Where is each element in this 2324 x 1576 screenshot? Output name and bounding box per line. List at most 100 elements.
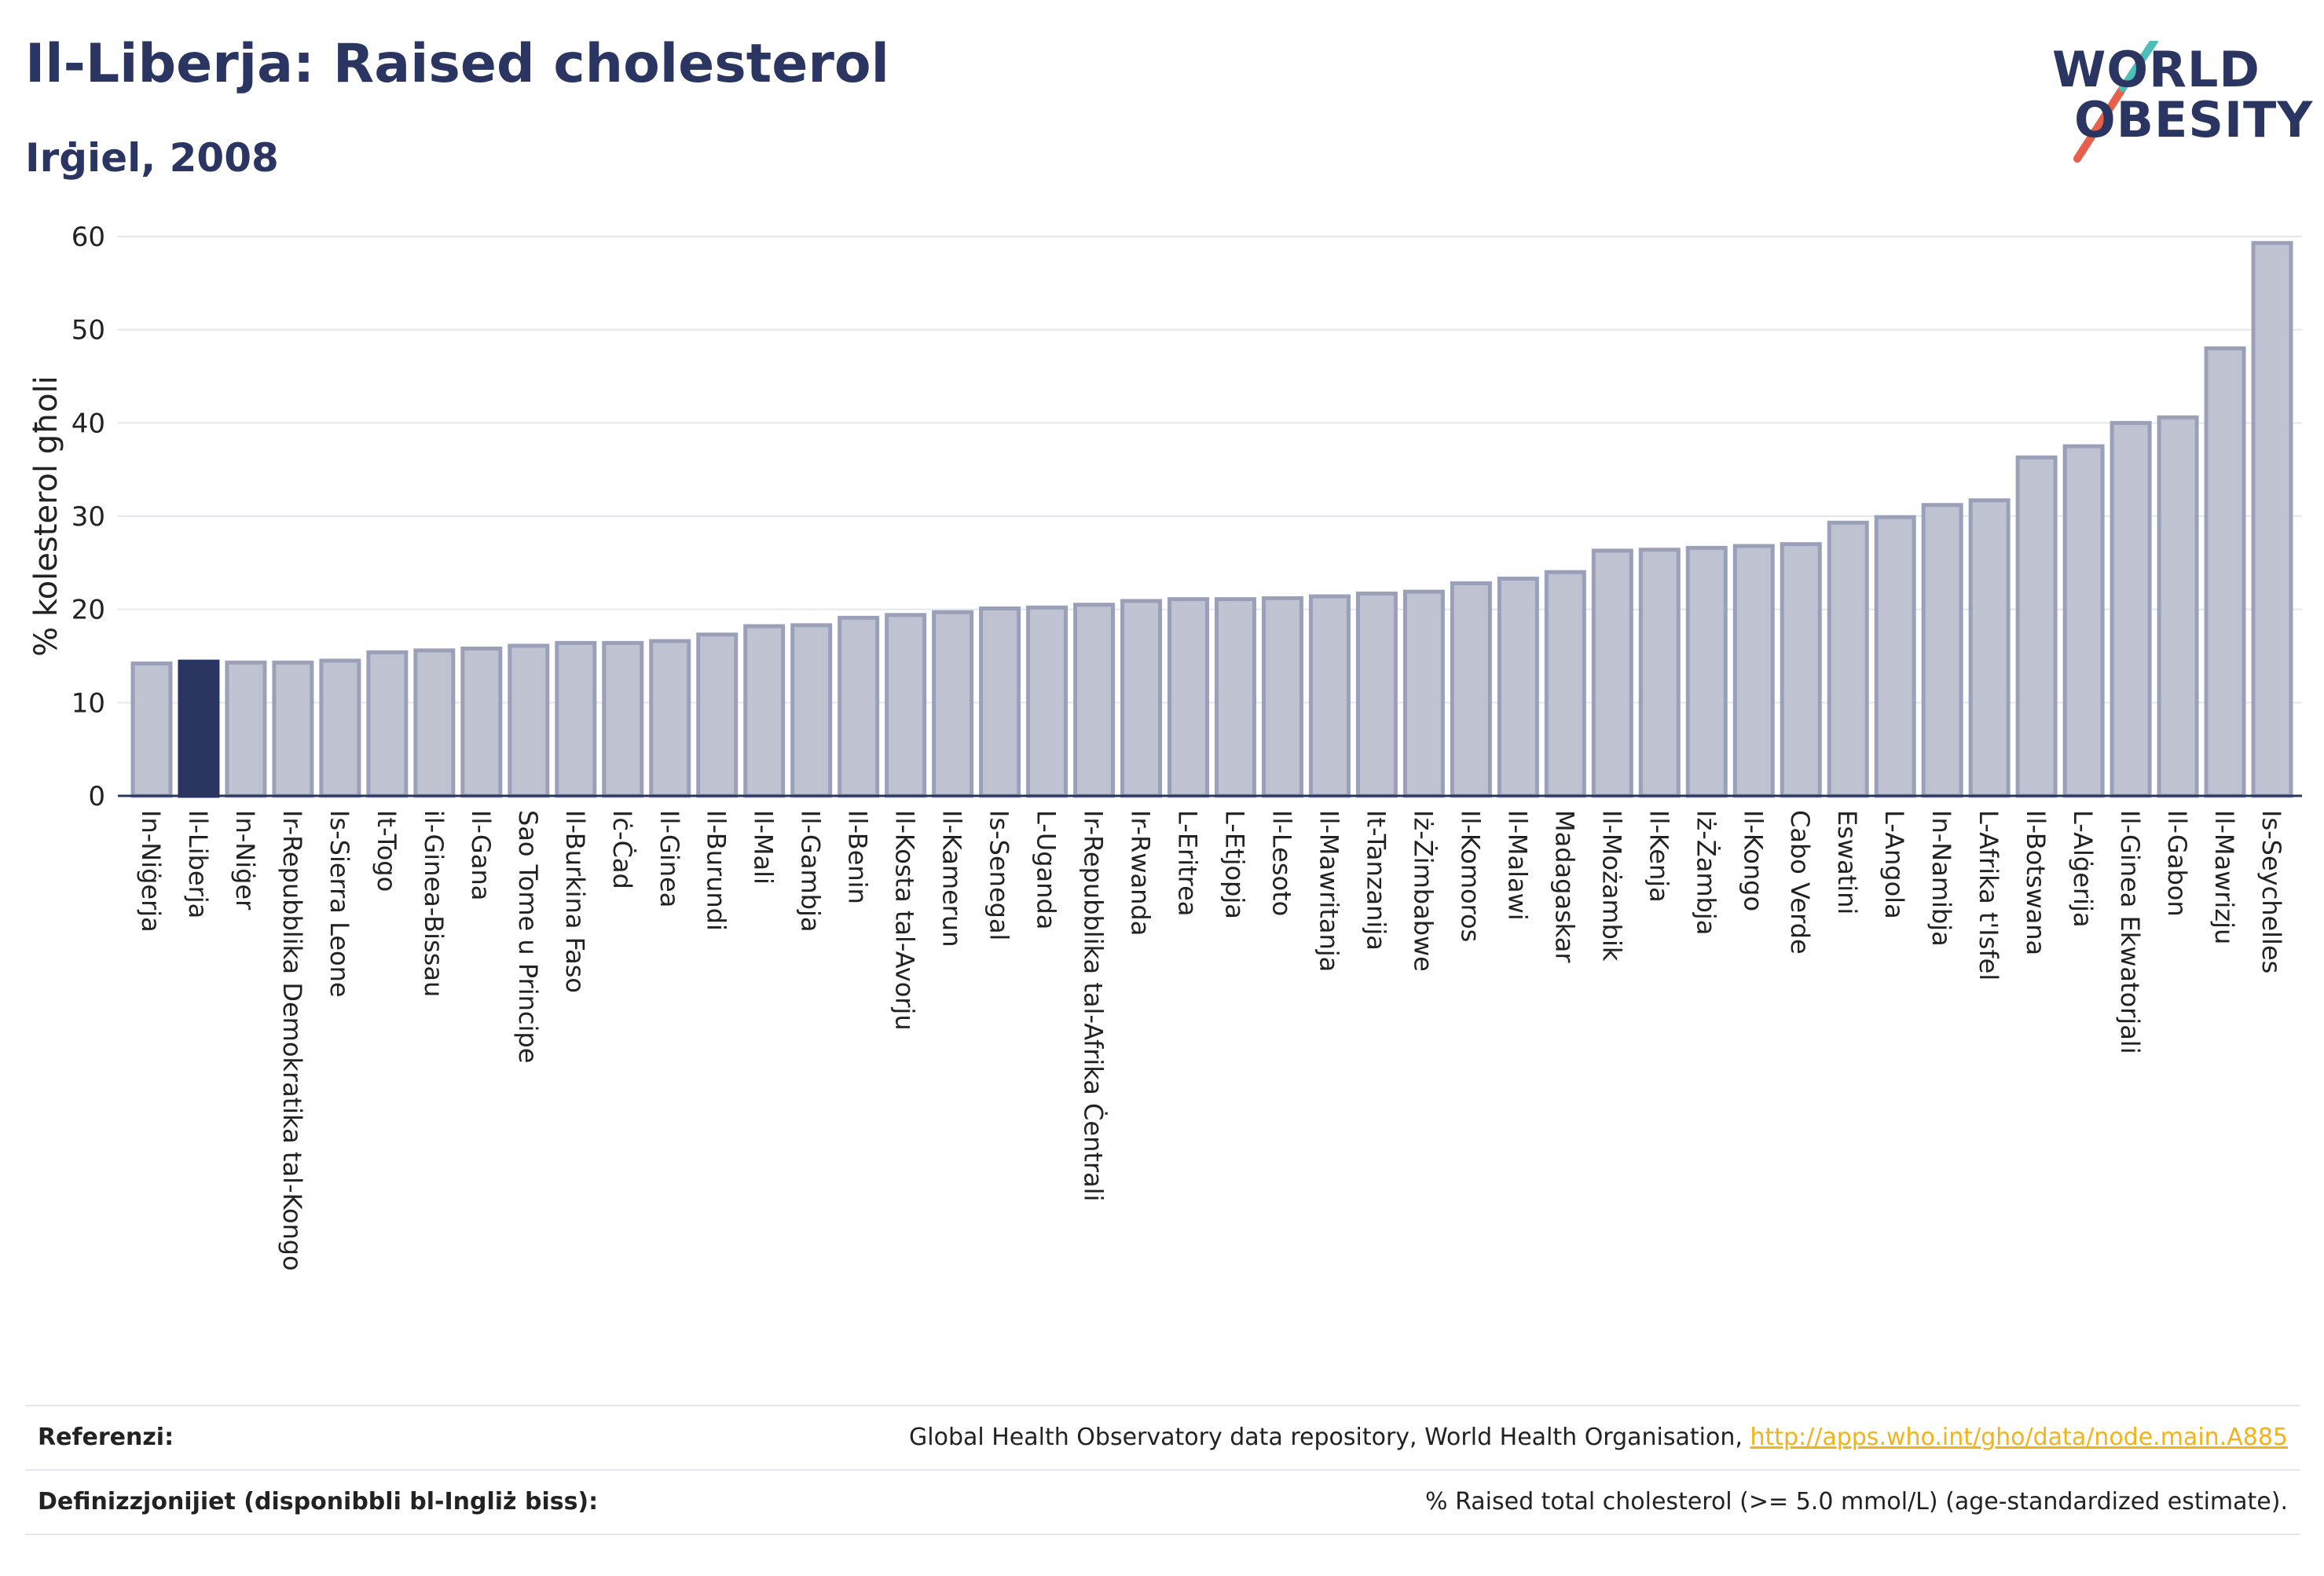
x-tick-label: Ir-Repubblika tal-Afrika Ċentrali bbox=[1079, 810, 1109, 1201]
x-tick-label: Is-Sierra Leone bbox=[324, 810, 354, 998]
x-tick-label: Is-Senegal bbox=[984, 810, 1014, 940]
bar bbox=[1167, 597, 1210, 798]
definitions-value: % Raised total cholesterol (>= 5.0 mmol/… bbox=[1425, 1488, 2288, 1516]
y-tick-label: 60 bbox=[71, 222, 105, 253]
bar bbox=[130, 661, 173, 798]
bar bbox=[1120, 599, 1163, 798]
x-tick-label: Ir-Rwanda bbox=[1126, 810, 1156, 936]
bar bbox=[1355, 591, 1398, 798]
bar bbox=[272, 660, 314, 798]
bar bbox=[1921, 503, 1963, 798]
x-tick-label: Il-Malawi bbox=[1502, 810, 1532, 921]
bar bbox=[2251, 240, 2293, 798]
world-obesity-logo: WORLD OBESITY bbox=[2051, 41, 2314, 167]
x-tick-label: Il-Kenja bbox=[1644, 810, 1673, 903]
x-tick-label: Il-Kongo bbox=[1738, 810, 1768, 911]
x-tick-label: Iċ-Ċad bbox=[607, 810, 637, 889]
x-tick-label: Sao Tome u Principe bbox=[513, 810, 543, 1063]
x-tick-label: Eswatini bbox=[1832, 810, 1862, 914]
logo-slash-icon bbox=[2073, 41, 2158, 163]
bar-chart: 0 10 20 30 40 50 60 % kolesterol għoli In-Niġerj… bbox=[28, 222, 2302, 1271]
bar bbox=[1308, 594, 1351, 798]
logo-word-world: WORLD bbox=[2052, 41, 2260, 98]
y-tick-label: 10 bbox=[71, 687, 105, 719]
page-title: Il-Liberja: Raised cholesterol bbox=[25, 33, 889, 95]
bar bbox=[225, 660, 267, 798]
x-tick-label: Il-Gambja bbox=[796, 810, 826, 932]
y-tick-label: 40 bbox=[71, 408, 105, 439]
references-value: Global Health Observatory data repositor… bbox=[909, 1424, 2288, 1451]
page-subtitle: Irġiel, 2008 bbox=[25, 135, 279, 181]
bar bbox=[413, 648, 456, 798]
bar bbox=[460, 647, 503, 798]
bar bbox=[555, 640, 597, 798]
bar bbox=[932, 610, 974, 798]
bar bbox=[790, 623, 833, 798]
bar bbox=[838, 615, 880, 798]
x-tick-label: L-Alġerija bbox=[2068, 810, 2098, 927]
bar bbox=[1827, 520, 1869, 798]
x-tick-label: Il-Burundi bbox=[702, 810, 731, 931]
x-tick-label: Is-Seychelles bbox=[2256, 810, 2286, 973]
x-tick-label: L-Etjopja bbox=[1219, 810, 1249, 919]
bar bbox=[2015, 455, 2058, 798]
x-tick-label: L-Uganda bbox=[1032, 810, 1061, 929]
bar bbox=[1638, 548, 1681, 798]
y-tick-label: 30 bbox=[71, 501, 105, 533]
bar bbox=[1261, 596, 1303, 798]
bar bbox=[1591, 548, 1633, 798]
definitions-label: Definizzjonijiet (disponibbli bl-Ingliż … bbox=[38, 1488, 599, 1516]
x-tick-label: Il-Lesoto bbox=[1266, 810, 1296, 916]
x-tick-label: It-Tanzanija bbox=[1361, 810, 1391, 951]
bar bbox=[602, 640, 644, 798]
x-tick-label: Ir-Repubblika Demokratika tal-Kongo bbox=[277, 810, 307, 1271]
bar bbox=[319, 658, 361, 798]
bar bbox=[2157, 415, 2199, 798]
bar bbox=[508, 643, 550, 798]
references-link[interactable]: http://apps.who.int/gho/data/node.main.A… bbox=[1750, 1424, 2288, 1451]
x-tick-label: Madagaskar bbox=[1549, 810, 1579, 963]
x-tick-label: Il-Możambik bbox=[1596, 810, 1626, 962]
x-tick-label: In-Niġer bbox=[230, 810, 260, 911]
x-tick-label: Il-Ginea Ekwatorjali bbox=[2115, 810, 2145, 1054]
x-tick-label: Il-Ginea bbox=[654, 810, 684, 907]
references-row: Referenzi: Global Health Observatory dat… bbox=[25, 1405, 2300, 1469]
x-tick-label: L-Angola bbox=[1879, 810, 1909, 919]
bar bbox=[1685, 545, 1728, 798]
x-tick-label: L-Eritrea bbox=[1173, 810, 1203, 916]
y-axis-label: % kolesterol għoli bbox=[28, 376, 64, 657]
x-tick-label: It-Togo bbox=[372, 810, 401, 892]
x-tick-label: Iż-Żimbabwe bbox=[1408, 810, 1438, 972]
x-tick-label: Il-Komoros bbox=[1455, 810, 1485, 942]
bar bbox=[1073, 603, 1116, 798]
bar bbox=[1780, 542, 1822, 798]
x-tick-label: In-Namibja bbox=[1926, 810, 1956, 947]
x-tick-label: In-Niġerja bbox=[136, 810, 166, 933]
bar bbox=[979, 606, 1021, 798]
definitions-row: Definizzjonijiet (disponibbli bl-Ingliż … bbox=[25, 1469, 2300, 1535]
x-tick-label: Il-Mali bbox=[749, 810, 779, 885]
y-tick-label: 50 bbox=[71, 315, 105, 346]
x-tick-label: Il-Benin bbox=[843, 810, 873, 904]
bar bbox=[1026, 605, 1069, 798]
bar bbox=[1214, 597, 1256, 798]
y-tick-label: 0 bbox=[88, 781, 105, 812]
bar bbox=[1732, 544, 1775, 798]
bar bbox=[649, 639, 691, 798]
x-tick-label: Il-Liberja bbox=[183, 810, 213, 918]
bar bbox=[1497, 577, 1539, 798]
x-tick-label: L-Afrika t'Isfel bbox=[1974, 810, 2003, 980]
bar bbox=[1874, 515, 1916, 798]
bar bbox=[743, 624, 786, 798]
x-tick-label: Il-Botswana bbox=[2021, 810, 2051, 955]
bar bbox=[2204, 346, 2246, 798]
x-tick-label: Il-Mawritanja bbox=[1314, 810, 1343, 972]
y-tick-label: 20 bbox=[71, 595, 105, 626]
references-text: Global Health Observatory data repositor… bbox=[909, 1424, 1750, 1451]
logo-word-obesity: OBESITY bbox=[2074, 91, 2314, 148]
bar bbox=[178, 659, 220, 798]
bar bbox=[2062, 444, 2105, 798]
bar bbox=[1450, 581, 1492, 798]
bar bbox=[366, 650, 409, 798]
bar bbox=[1968, 498, 2011, 798]
